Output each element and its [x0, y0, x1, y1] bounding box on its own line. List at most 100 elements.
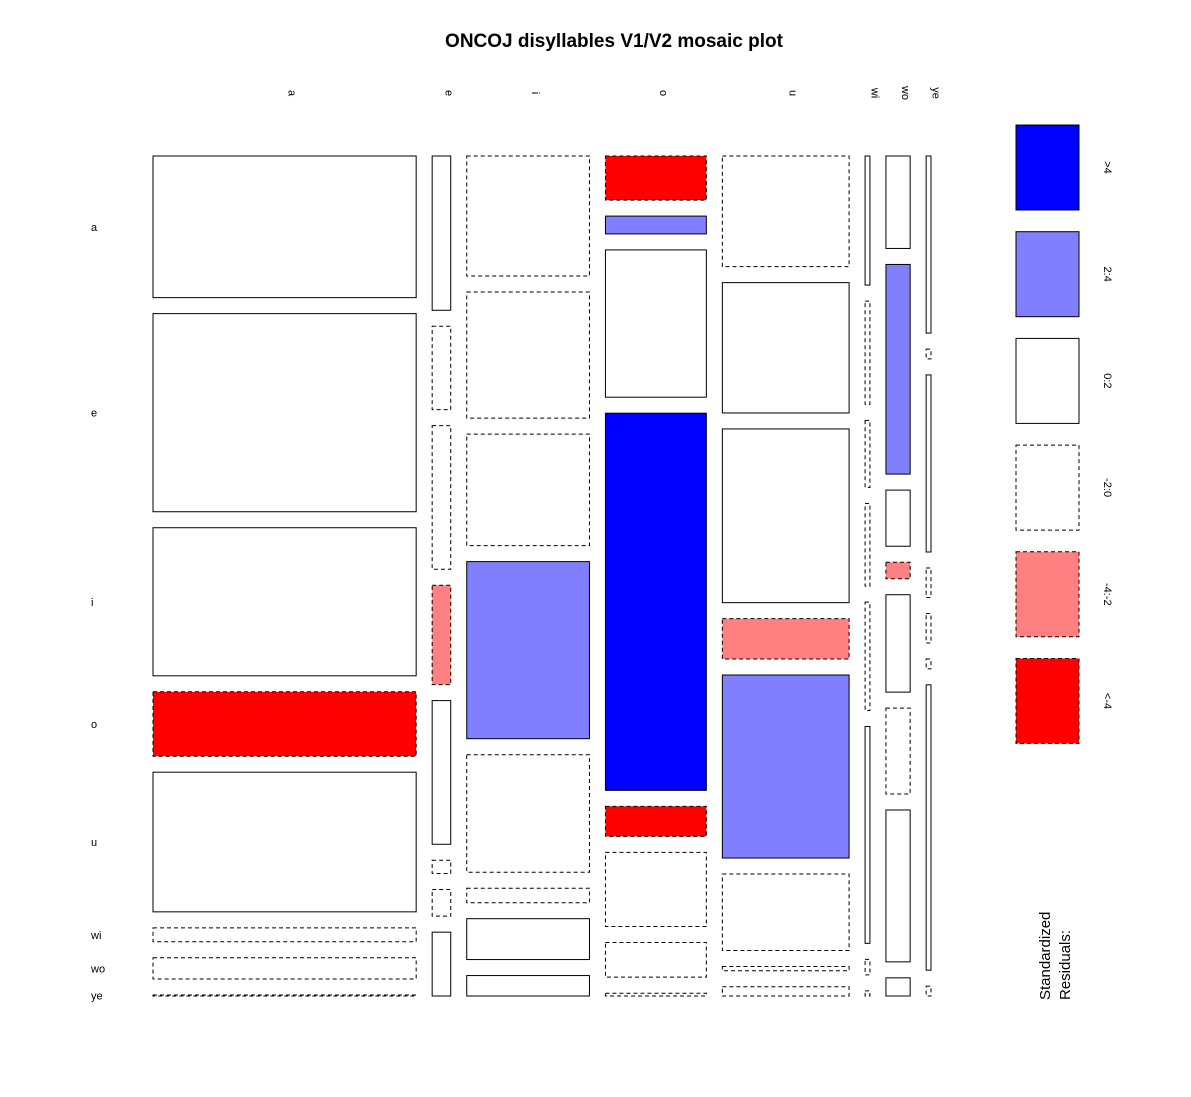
y-label-e: e	[91, 408, 97, 420]
mosaic-cell-u-wo	[721, 966, 850, 972]
mosaic-cell-e-ye	[431, 931, 452, 997]
mosaic-cell-wo-e	[885, 263, 911, 475]
mosaic-cell-wi-o	[864, 502, 871, 587]
mosaic-cell-a-e	[152, 313, 417, 513]
y-label-u: u	[91, 837, 97, 849]
mosaic-cell-a-ye	[152, 994, 417, 997]
mosaic-cell-i-e	[466, 291, 590, 419]
x-axis-labels: a e i o u wi wo ye	[286, 85, 942, 100]
mosaic-cell-wi-a	[864, 155, 871, 286]
mosaic-cell-o-o	[604, 412, 707, 791]
legend-boxes: >4 2:4 0:2 -2:0 -4:-2 <-4	[1015, 124, 1113, 744]
mosaic-cell-o-a	[604, 155, 707, 201]
x-label-o: o	[657, 90, 669, 96]
legend-label: -2:0	[1101, 478, 1113, 497]
x-label-e: e	[443, 90, 455, 96]
mosaic-cell-o-i	[604, 249, 707, 398]
mosaic-cell-u-o	[721, 618, 850, 660]
y-axis-labels: a e i o u wi wo ye	[90, 222, 105, 1003]
mosaic-cell-i-wi	[466, 887, 590, 904]
mosaic-cell-i-wo	[466, 918, 590, 961]
mosaic-cell-u-wi	[721, 873, 850, 952]
mosaic-cell-a-wi	[152, 927, 417, 943]
mosaic-cell-a-wo	[152, 957, 417, 980]
mosaic-cell-o-u	[604, 805, 707, 837]
mosaic-cell-o-wi	[604, 851, 707, 927]
x-label-i: i	[529, 92, 541, 94]
y-label-i: i	[91, 597, 93, 609]
mosaic-cell-e-wi	[431, 859, 452, 875]
chart-title: ONCOJ disyllables V1/V2 mosaic plot	[445, 31, 784, 52]
mosaic-cell-ye-a	[925, 155, 932, 334]
mosaic-cell-wo-ye	[885, 977, 911, 997]
mosaic-cell-i-o	[466, 561, 590, 740]
mosaic-cell-wi-i	[864, 419, 871, 488]
mosaic-cell-ye-ye	[925, 985, 932, 997]
mosaic-cell-o-e	[604, 215, 707, 235]
legend-swatch	[1015, 551, 1080, 638]
mosaic-cell-u-u	[721, 674, 850, 859]
legend-swatch	[1015, 231, 1080, 318]
mosaic-cell-e-o	[431, 584, 452, 686]
mosaic-cell-wi-wi	[864, 726, 871, 944]
mosaic-cell-e-e	[431, 325, 452, 411]
mosaic-cell-u-a	[721, 155, 850, 268]
legend-label: 2:4	[1101, 267, 1113, 282]
mosaic-cell-wi-u	[864, 601, 871, 712]
y-label-ye: ye	[91, 991, 103, 1003]
legend-label: <-4	[1101, 693, 1113, 709]
mosaic-cell-ye-wo	[925, 684, 932, 971]
mosaic-cell-ye-i	[925, 374, 932, 553]
x-label-wi: wi	[869, 87, 881, 98]
legend-title-line-1: Standardized	[1037, 912, 1054, 1000]
mosaic-cell-a-o	[152, 691, 417, 757]
mosaic-cell-a-u	[152, 771, 417, 913]
mosaic-cell-i-ye	[466, 975, 590, 997]
mosaic-cells	[152, 155, 932, 997]
mosaic-cell-o-ye	[604, 992, 707, 997]
x-label-ye: ye	[930, 87, 942, 99]
mosaic-cell-e-wo	[431, 889, 452, 917]
mosaic-cell-wi-ye	[864, 990, 871, 997]
mosaic-cell-ye-u	[925, 613, 932, 644]
mosaic-cell-u-ye	[721, 986, 850, 997]
legend-swatch	[1015, 124, 1080, 211]
mosaic-cell-u-e	[721, 282, 850, 414]
mosaic-cell-wo-wi	[885, 707, 911, 795]
mosaic-cell-wi-e	[864, 300, 871, 405]
mosaic-cell-e-u	[431, 700, 452, 845]
mosaic-cell-wo-o	[885, 561, 911, 580]
mosaic-cell-i-a	[466, 155, 590, 277]
mosaic-cell-wo-wo	[885, 809, 911, 963]
mosaic-cell-i-i	[466, 433, 590, 547]
legend-label: -4:-2	[1101, 583, 1113, 606]
mosaic-cell-e-i	[431, 425, 452, 570]
legend-label: >4	[1101, 161, 1113, 174]
legend-label: 0:2	[1101, 373, 1113, 388]
mosaic-cell-wi-wo	[864, 958, 871, 976]
y-label-o: o	[91, 719, 97, 731]
legend-title: Standardized Residuals:	[1037, 907, 1074, 1000]
mosaic-cell-i-u	[466, 754, 590, 873]
mosaic-cell-wo-u	[885, 594, 911, 693]
mosaic-cell-wo-i	[885, 489, 911, 547]
legend: >4 2:4 0:2 -2:0 -4:-2 <-4 Standardized Residu…	[1015, 124, 1113, 1000]
legend-swatch	[1015, 658, 1080, 744]
mosaic-cell-wo-a	[885, 155, 911, 249]
y-label-wo: wo	[90, 963, 105, 975]
mosaic-cell-a-i	[152, 527, 417, 677]
mosaic-cell-e-a	[431, 155, 452, 311]
mosaic-cell-a-a	[152, 155, 417, 299]
x-label-u: u	[787, 90, 799, 96]
x-label-wo: wo	[899, 85, 911, 100]
y-label-a: a	[91, 222, 98, 234]
mosaic-cell-ye-o	[925, 567, 932, 599]
legend-title-line-2: Residuals:	[1057, 930, 1074, 1000]
x-label-a: a	[286, 90, 298, 97]
mosaic-cell-u-i	[721, 428, 850, 604]
mosaic-cell-ye-wi	[925, 658, 932, 670]
legend-swatch	[1015, 444, 1080, 531]
mosaic-cell-ye-e	[925, 348, 932, 360]
y-label-wi: wi	[90, 930, 101, 942]
